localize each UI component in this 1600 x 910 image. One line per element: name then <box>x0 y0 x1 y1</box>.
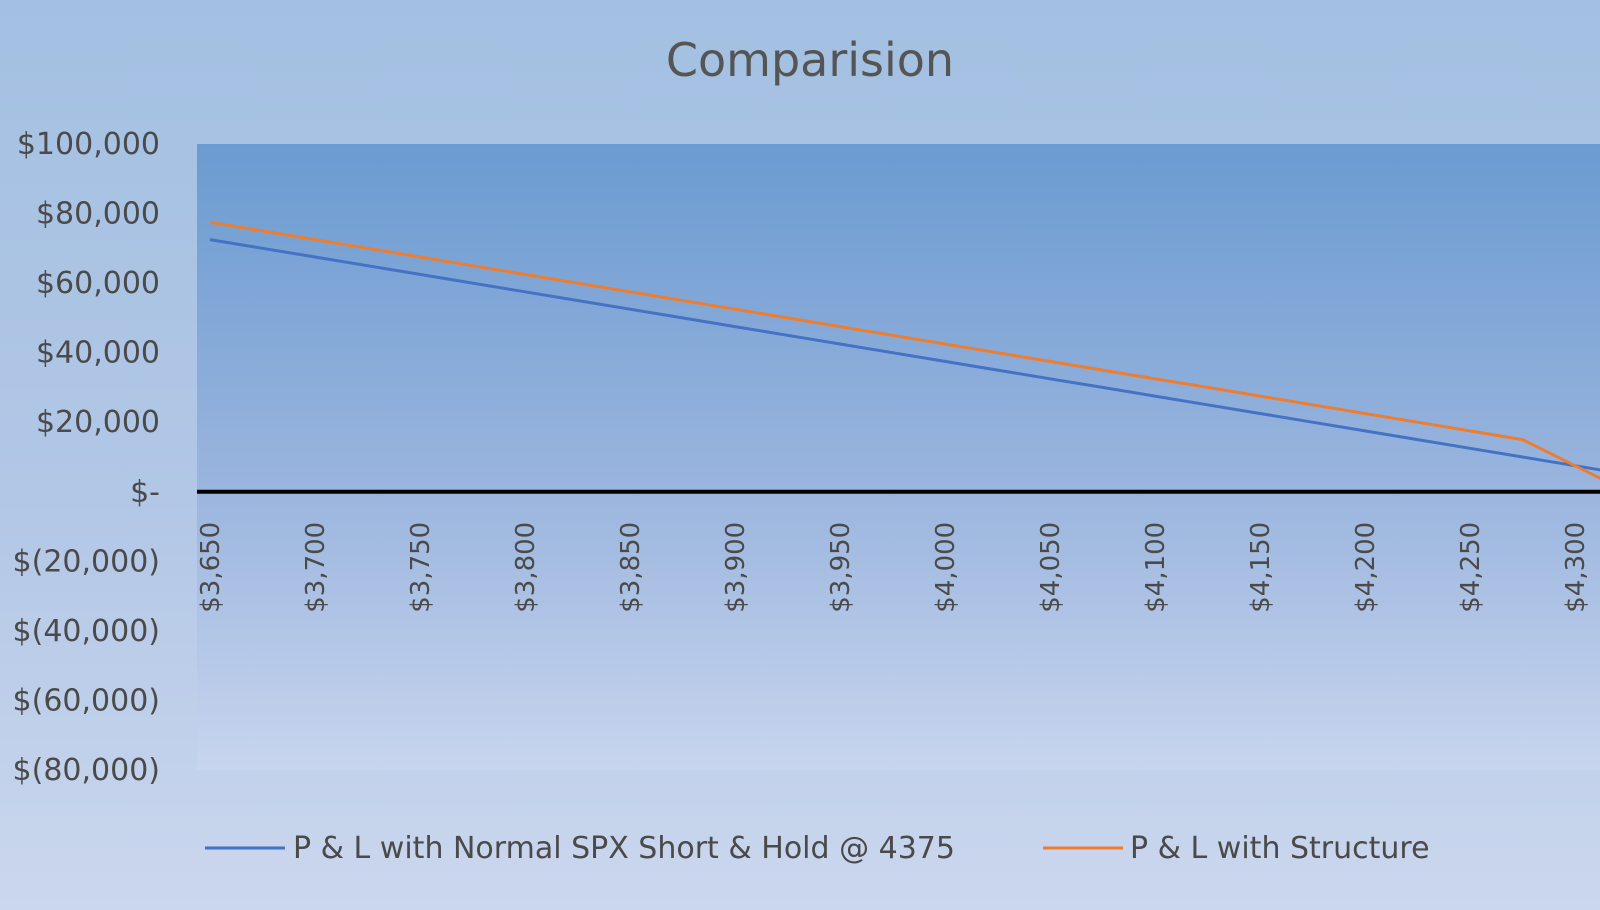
series-line-structure <box>209 220 1600 480</box>
plot-area <box>197 144 1600 770</box>
x-tick-label: $4,100 <box>1141 522 1171 613</box>
y-tick-label: $(80,000) <box>13 753 160 788</box>
series-lines <box>209 220 1600 480</box>
x-tick-label: $3,750 <box>406 522 436 613</box>
y-tick-label: $80,000 <box>36 197 160 232</box>
series-line-normal-short-hold <box>209 238 1600 472</box>
x-tick-label: $3,650 <box>196 522 226 613</box>
x-tick-label: $3,850 <box>616 522 646 613</box>
x-tick-label: $4,050 <box>1036 522 1066 613</box>
x-tick-label: $4,250 <box>1456 522 1486 613</box>
legend-label-normal: P & L with Normal SPX Short & Hold @ 437… <box>293 831 955 866</box>
y-tick-label: $60,000 <box>36 266 160 301</box>
legend-label-structure: P & L with Structure <box>1130 831 1430 866</box>
y-tick-label: $(40,000) <box>13 614 160 649</box>
x-tick-label: $4,200 <box>1351 522 1381 613</box>
x-tick-label: $3,800 <box>511 522 541 613</box>
x-tick-label: $4,000 <box>931 522 961 613</box>
chart-title: Comparision <box>666 33 954 87</box>
y-tick-label: $(20,000) <box>13 544 160 579</box>
y-tick-label: $40,000 <box>36 336 160 371</box>
x-tick-label: $4,150 <box>1246 522 1276 613</box>
x-tick-label: $3,950 <box>826 522 856 613</box>
x-tick-label: $4,300 <box>1561 522 1591 613</box>
y-axis-tick-labels: $100,000 $80,000 $60,000 $40,000 $20,000 $- $(… <box>13 127 160 788</box>
y-tick-label: $100,000 <box>17 127 160 162</box>
y-tick-label: $- <box>130 475 160 510</box>
y-tick-label: $(60,000) <box>13 683 160 718</box>
legend: P & L with Normal SPX Short & Hold @ 437… <box>205 831 1430 866</box>
x-tick-label: $3,700 <box>301 522 331 613</box>
y-tick-label: $20,000 <box>36 405 160 440</box>
x-tick-label: $3,900 <box>721 522 751 613</box>
x-axis-tick-labels: $3,650 $3,700 $3,750 $3,800 $3,850 $3,900 $3,9… <box>196 522 1591 613</box>
